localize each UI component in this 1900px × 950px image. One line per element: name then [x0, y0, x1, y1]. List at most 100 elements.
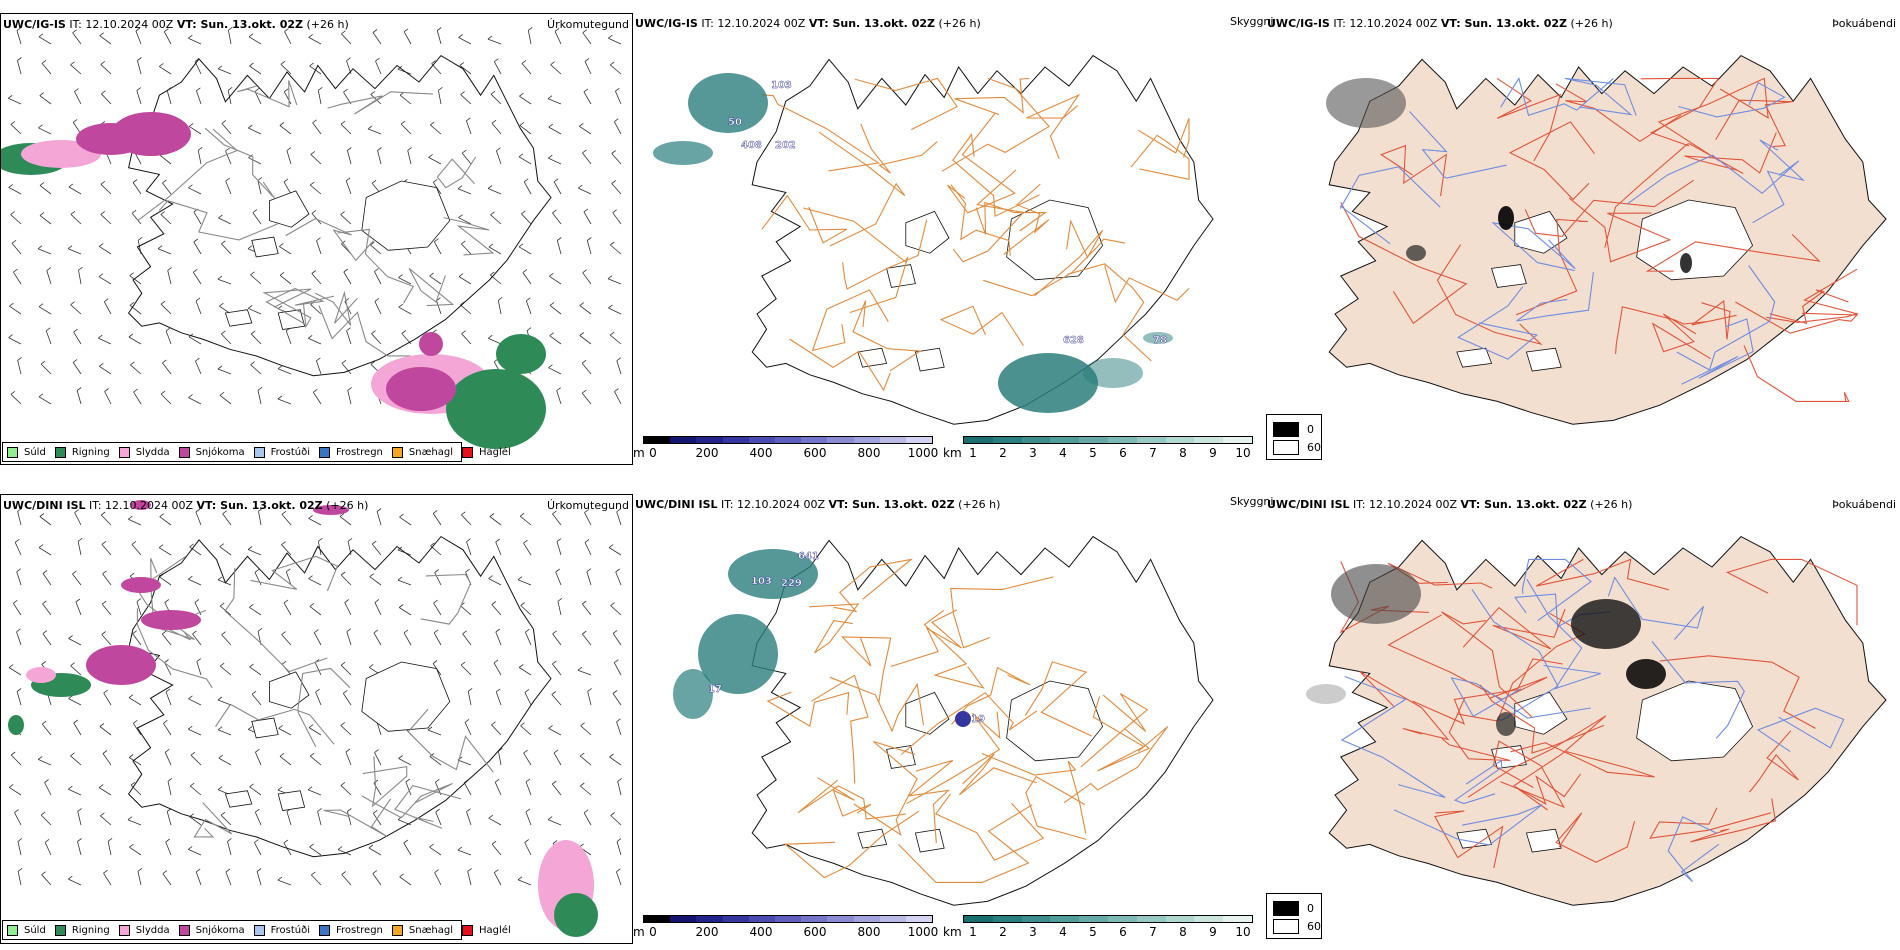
legend-item-0: Súld: [7, 924, 46, 936]
glacier-outline: [1456, 347, 1493, 368]
glacier-outline: [1491, 745, 1527, 769]
wind-barb-icon: [68, 638, 82, 646]
wind-barb-icon: [41, 59, 47, 64]
wind-barb-icon: [371, 540, 377, 545]
wind-barb-icon: [495, 541, 502, 556]
road-line: [951, 666, 1031, 725]
colorbar-unit: km: [943, 925, 962, 939]
wind-barb-icon: [490, 274, 502, 285]
road-line: [1434, 810, 1504, 869]
wind-barb-icon: [159, 66, 172, 75]
legend-label: Snjókoma: [195, 924, 245, 936]
wind-barb-icon: [285, 571, 292, 586]
legend-label: Slydda: [135, 924, 170, 936]
road-line: [852, 300, 922, 372]
wind-barb-icon: [132, 182, 142, 195]
wind-barb-icon: [403, 839, 409, 844]
road-line: [1615, 306, 1708, 355]
road-line: [1462, 606, 1566, 650]
road-line: [204, 127, 275, 199]
wind-barb-icon: [68, 878, 82, 886]
wind-barb-icon: [609, 756, 622, 766]
road-line: [327, 91, 433, 115]
wind-barb-icon: [225, 180, 232, 195]
wind-barb-icon: [610, 61, 615, 66]
wind-barb-icon: [488, 246, 502, 255]
road-line: [136, 608, 213, 689]
legend-label: Rigning: [71, 924, 110, 936]
wind-barb-icon: [520, 605, 532, 616]
wind-barb-icon: [583, 208, 589, 213]
wind-barb-icon: [308, 37, 322, 45]
wind-barb-icon: [369, 573, 374, 578]
wind-barb-icon: [527, 30, 532, 45]
wind-barb-icon: [189, 543, 194, 548]
wind-barb-icon: [460, 94, 472, 105]
wind-barb-icon: [341, 240, 346, 245]
wind-barb-icon: [188, 394, 193, 398]
cloud-base-value: 19: [971, 714, 985, 725]
wind-barb-icon: [316, 240, 322, 255]
road-line: [1387, 614, 1548, 701]
wind-barb-icon: [188, 34, 193, 39]
wind-barb-icon: [548, 364, 553, 369]
wind-barb-icon: [77, 541, 82, 556]
wind-barb-icon: [14, 809, 19, 813]
wind-barb-icon: [16, 688, 22, 692]
wind-barb-icon: [462, 630, 467, 635]
wind-barb-icon: [611, 150, 616, 154]
wind-barb-icon: [286, 568, 291, 573]
road-line: [1441, 697, 1511, 762]
wind-barb-icon: [457, 185, 463, 190]
road-line: [1457, 286, 1539, 360]
wind-barb-icon: [70, 755, 82, 766]
wind-barb-icon: [188, 578, 202, 586]
wind-barb-icon: [371, 330, 376, 335]
wind-barb-icon: [438, 86, 443, 91]
wind-barb-icon: [490, 214, 502, 225]
visibility-map-igis: 103 50 408 202 628 78: [653, 54, 1214, 425]
wind-barb-icon: [45, 327, 51, 332]
road-line: [1393, 804, 1543, 846]
wind-barb-icon: [373, 629, 379, 634]
wind-barb-icon: [164, 659, 169, 663]
wind-barb-icon: [491, 724, 502, 736]
wind-barb-icon: [103, 872, 112, 886]
wind-barb-icon: [616, 721, 622, 736]
legend-swatch: [391, 446, 403, 458]
road-line: [1626, 154, 1800, 205]
glacier-outline: [224, 309, 253, 327]
wind-barb-icon: [188, 336, 202, 345]
road-line: [1659, 655, 1816, 729]
wind-barb-icon: [127, 819, 142, 826]
road-line: [1496, 77, 1562, 162]
wind-barb-icon: [78, 270, 82, 285]
road-line: [1379, 144, 1448, 197]
wind-barb-icon: [548, 123, 554, 128]
colorbar-segment: [992, 437, 1022, 443]
legend-item-4: Frostúði: [253, 446, 310, 458]
wind-barb-icon: [519, 95, 532, 105]
wind-barb-icon: [494, 778, 500, 783]
wind-barb-icon: [17, 838, 23, 842]
fog-patch-icon: [1626, 659, 1666, 689]
road-line: [1667, 816, 1720, 883]
wind-barb-icon: [309, 755, 322, 766]
wind-barb-icon: [247, 546, 253, 550]
wind-barb-icon: [307, 334, 313, 339]
wind-barb-icon: [461, 511, 466, 516]
wind-barb-icon: [460, 605, 472, 616]
wind-barb-icon: [371, 179, 377, 184]
wind-barb-icon: [188, 728, 202, 736]
rain-area: [446, 369, 546, 449]
wind-barb-icon: [128, 333, 134, 338]
wind-barb-icon: [256, 871, 262, 886]
road-line: [1514, 773, 1581, 811]
road-line: [1681, 318, 1754, 385]
wind-barb-icon: [368, 847, 382, 856]
wind-barb-icon: [464, 718, 470, 723]
visibility-colorbar: km 1 2 3 4 5 6 7 8 9 10: [943, 915, 1258, 941]
colorbar-segment: [670, 437, 697, 443]
wind-barb-icon: [493, 872, 502, 886]
wind-barb-icon: [494, 58, 499, 63]
